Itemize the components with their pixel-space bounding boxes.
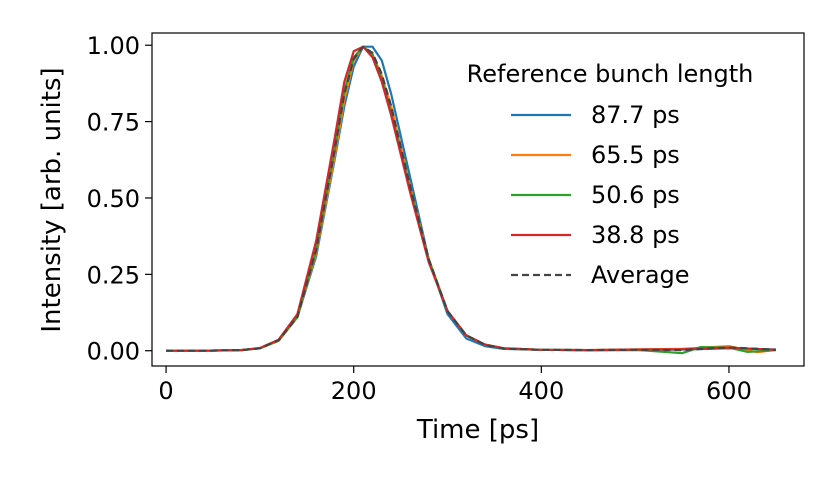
series-line-average (166, 45, 776, 352)
series-line-50-6-ps (166, 45, 776, 355)
series-line-38-8-ps (166, 45, 776, 352)
y-tick-label: 1.00 (87, 32, 140, 60)
y-tick-label: 0.00 (87, 338, 140, 366)
y-tick-label: 0.50 (87, 185, 140, 213)
legend-label: 50.6 ps (591, 181, 680, 209)
legend-label: 87.7 ps (591, 101, 680, 129)
x-tick-label: 400 (518, 377, 564, 405)
legend-label: 65.5 ps (591, 141, 680, 169)
legend-title: Reference bunch length (467, 60, 754, 88)
series-line-65-5-ps (166, 45, 777, 354)
y-axis-ticks: 0.00 0.25 0.50 0.75 1.00 (87, 32, 152, 366)
x-axis-ticks: 0 200 400 600 (158, 366, 752, 405)
legend-label: Average (591, 261, 690, 289)
y-tick-label: 0.75 (87, 109, 140, 137)
legend-label: 38.8 ps (591, 221, 680, 249)
x-axis-label: Time [ps] (416, 415, 539, 445)
x-tick-label: 0 (158, 377, 173, 405)
y-axis-label: Intensity [arb. units] (37, 67, 67, 332)
series-layer (166, 45, 777, 355)
plot-frame (151, 32, 805, 367)
x-tick-label: 600 (706, 377, 752, 405)
x-tick-label: 200 (331, 377, 377, 405)
legend: Reference bunch length 87.7 ps 65.5 ps 50.… (467, 60, 754, 289)
series-line-87-7-ps (166, 45, 776, 352)
y-tick-label: 0.25 (87, 261, 140, 289)
